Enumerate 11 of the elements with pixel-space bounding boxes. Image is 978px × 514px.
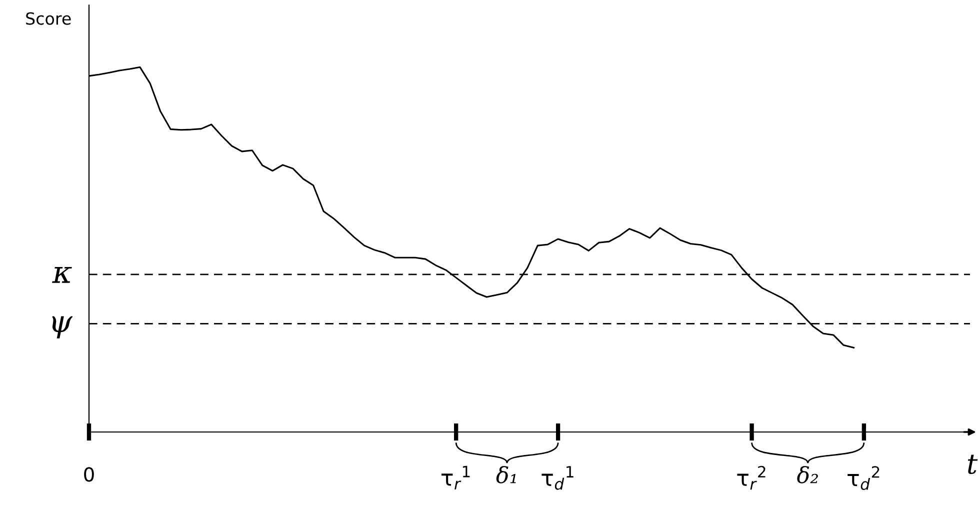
text: δ₂ xyxy=(797,466,818,484)
x-tick-label: τ$_{d}$$^{2}$ xyxy=(848,466,880,490)
ref-line-label: κ xyxy=(52,266,72,283)
x-tick-label: τ$_{r}$$^{2}$ xyxy=(737,466,766,490)
ref-line-label: ψ xyxy=(52,316,73,338)
text: δ₁ xyxy=(496,466,516,484)
x-tick-label: 0 xyxy=(84,467,94,482)
x-tick-label: τ$_{r}$$^{1}$ xyxy=(442,466,470,490)
y-axis-title: Score xyxy=(26,12,71,25)
x-tick-label: τ$_{d}$$^{1}$ xyxy=(542,466,574,490)
x-axis-title: t xyxy=(968,454,978,474)
